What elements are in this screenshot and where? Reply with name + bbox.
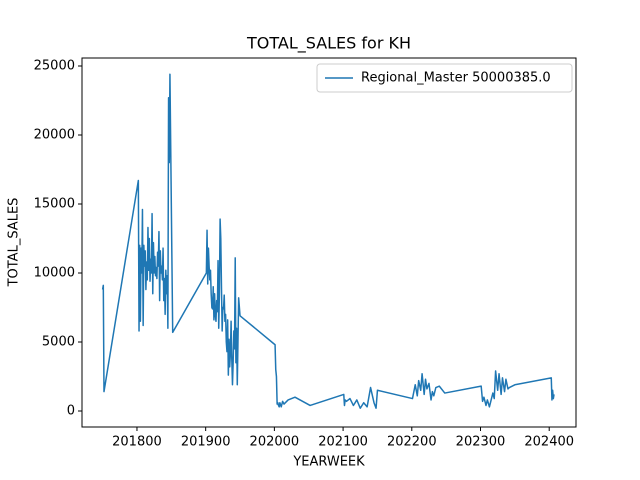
y-tick-label: 15000 bbox=[34, 196, 75, 211]
x-tick-label: 202200 bbox=[387, 435, 437, 450]
legend-label: Regional_Master 50000385.0 bbox=[361, 71, 551, 86]
x-tick-label: 202400 bbox=[524, 435, 574, 450]
x-tick-label: 201900 bbox=[181, 435, 231, 450]
x-tick-label: 202100 bbox=[318, 435, 368, 450]
x-tick-label: 201800 bbox=[112, 435, 162, 450]
x-tick-label: 202000 bbox=[250, 435, 300, 450]
y-tick-label: 10000 bbox=[34, 265, 75, 280]
data-line bbox=[101, 73, 555, 409]
y-tick-label: 20000 bbox=[34, 128, 75, 143]
y-tick-label: 0 bbox=[67, 403, 75, 418]
plot-frame bbox=[81, 57, 577, 428]
y-tick-label: 25000 bbox=[34, 59, 75, 74]
chart-title: TOTAL_SALES for KH bbox=[246, 34, 411, 54]
x-axis-label: YEARWEEK bbox=[292, 455, 365, 470]
y-tick-label: 5000 bbox=[42, 334, 75, 349]
y-axis-label: TOTAL_SALES bbox=[7, 198, 22, 288]
legend-box bbox=[316, 63, 573, 93]
x-tick-label: 202300 bbox=[456, 435, 506, 450]
